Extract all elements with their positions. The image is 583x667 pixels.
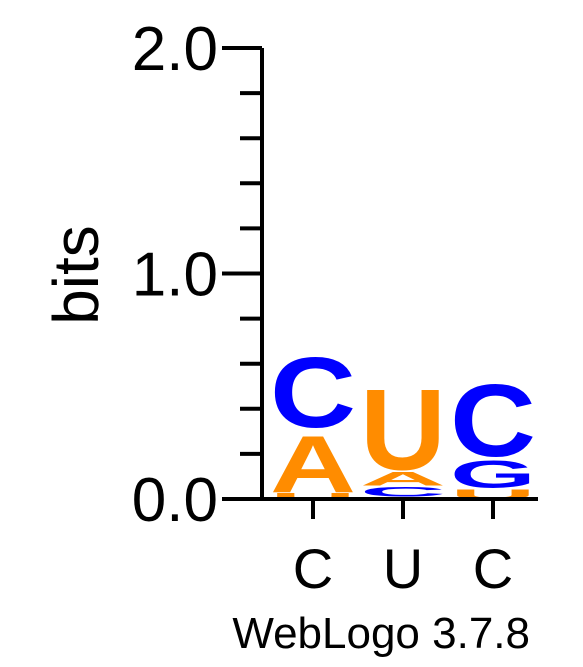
y-tick-label: 0.0 bbox=[132, 466, 218, 535]
y-tick-label: 2.0 bbox=[132, 15, 218, 84]
weblogo-version-label: WebLogo 3.7.8 bbox=[232, 609, 530, 658]
y-tick-label: 1.0 bbox=[132, 241, 218, 310]
x-tick-label: C bbox=[293, 537, 333, 600]
logo-column: UAC bbox=[270, 336, 356, 509]
x-tick-label: U bbox=[383, 537, 423, 600]
logo-letter: U bbox=[360, 366, 446, 494]
y-axis-label: bits bbox=[40, 225, 112, 325]
logo-stacks: UACGCAUUGC bbox=[270, 336, 536, 509]
logo-letter: C bbox=[450, 362, 536, 478]
y-axis: 0.0 1.0 2.0 bbox=[132, 15, 262, 535]
logo-column: GCAU bbox=[360, 366, 446, 500]
x-tick-label: C bbox=[473, 537, 513, 600]
logo-letter: C bbox=[270, 336, 356, 448]
logo-column: UGC bbox=[450, 362, 536, 501]
